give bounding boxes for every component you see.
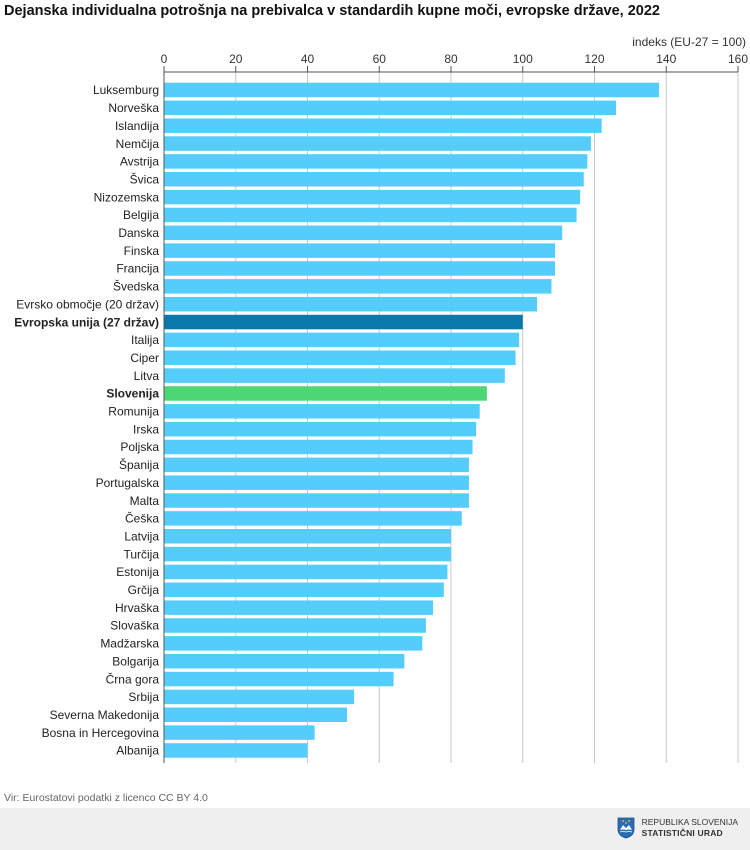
logo-line-2: STATISTIČNI URAD	[641, 828, 723, 838]
bar-chart: 0 20 40 60 80 100 120 140 160 Luksemburg Norveška I…	[14, 52, 748, 763]
bar-24	[164, 511, 462, 526]
category-label: Latvija	[124, 529, 159, 543]
bar-31	[164, 636, 423, 651]
bar-26	[164, 546, 451, 562]
bar-14	[164, 332, 520, 348]
bar-25	[164, 529, 451, 544]
category-label: Ciper	[130, 351, 159, 365]
category-label: Hrvaška	[115, 601, 159, 615]
footer: REPUBLIKA SLOVENIJA STATISTIČNI URAD	[0, 808, 750, 850]
bar-9	[164, 243, 556, 258]
bar-4	[164, 154, 588, 169]
category-label: Avstrija	[120, 155, 159, 169]
bar-11	[164, 279, 552, 294]
surs-logo: REPUBLIKA SLOVENIJA STATISTIČNI URAD	[616, 817, 738, 839]
coat-of-arms-icon	[617, 817, 635, 839]
bar-36	[164, 725, 315, 740]
category-label: Norveška	[108, 101, 159, 115]
bar-30	[164, 618, 426, 633]
category-label: Bolgarija	[112, 654, 159, 668]
bar-19	[164, 421, 477, 437]
bar-17	[164, 386, 487, 401]
bar-0	[164, 82, 660, 98]
category-label: Nizozemska	[94, 190, 160, 204]
category-label: Danska	[118, 226, 159, 240]
x-tick-label: 80	[444, 52, 458, 66]
x-tick-label: 0	[161, 52, 168, 66]
category-label: Švedska	[113, 279, 159, 294]
x-tick-label: 20	[229, 52, 243, 66]
category-label: Češka	[125, 511, 159, 526]
bar-13	[164, 314, 523, 330]
category-label: Bosna in Hercegovina	[42, 726, 160, 740]
category-label: Romunija	[108, 405, 159, 419]
bar-8	[164, 225, 563, 241]
category-label: Turčija	[123, 547, 159, 561]
logo-line-1: REPUBLIKA SLOVENIJA	[641, 817, 738, 827]
bar-27	[164, 564, 448, 580]
category-label: Finska	[124, 244, 160, 258]
category-label: Albanija	[116, 744, 159, 758]
source-note: Vir: Eurostatovi podatki z licenco CC BY…	[4, 792, 208, 804]
category-label: Litva	[134, 369, 160, 383]
bar-22	[164, 475, 469, 490]
bar-32	[164, 653, 405, 669]
bar-15	[164, 350, 516, 365]
category-label: Črna gora	[106, 671, 160, 686]
bar-6	[164, 189, 581, 205]
bar-29	[164, 600, 434, 615]
bar-16	[164, 368, 505, 383]
bar-20	[164, 439, 473, 455]
category-label: Evrsko območje (20 držav)	[16, 297, 159, 311]
category-label: Malta	[130, 494, 160, 508]
category-label: Grčija	[128, 583, 160, 597]
category-label: Luksemburg	[93, 83, 159, 97]
bar-1	[164, 100, 617, 116]
category-label: Poljska	[120, 440, 159, 454]
category-label: Švica	[130, 171, 160, 186]
category-label: Irska	[133, 422, 159, 436]
bar-23	[164, 493, 469, 508]
bar-3	[164, 136, 591, 151]
bar-10	[164, 261, 556, 276]
category-label: Evropska unija (27 držav)	[14, 315, 159, 329]
category-label: Belgija	[123, 208, 159, 222]
axis-unit-label: indeks (EU-27 = 100)	[632, 35, 746, 49]
bar-37	[164, 743, 308, 758]
x-tick-label: 120	[584, 52, 604, 66]
category-label: Islandija	[115, 119, 159, 133]
x-tick-label: 60	[373, 52, 387, 66]
bar-28	[164, 582, 444, 598]
category-label: Slovaška	[110, 619, 159, 633]
bar-18	[164, 404, 480, 419]
x-tick-label: 40	[301, 52, 315, 66]
category-label: Portugalska	[96, 476, 160, 490]
category-label: Nemčija	[116, 137, 160, 151]
category-label: Srbija	[128, 690, 159, 704]
bar-21	[164, 457, 469, 473]
category-label: Španija	[119, 457, 159, 472]
bar-5	[164, 172, 584, 187]
x-tick-label: 160	[728, 52, 748, 66]
x-tick-label: 100	[513, 52, 533, 66]
bar-34	[164, 689, 355, 705]
category-label: Slovenija	[106, 387, 159, 401]
bar-33	[164, 671, 394, 687]
bar-35	[164, 707, 347, 722]
bar-12	[164, 296, 538, 312]
category-label: Severna Makedonija	[50, 708, 160, 722]
bar-2	[164, 118, 602, 133]
category-label: Estonija	[116, 565, 159, 579]
category-label: Italija	[131, 333, 159, 347]
bar-7	[164, 207, 577, 223]
chart-title: Dejanska individualna potrošnja na prebi…	[4, 3, 660, 19]
category-label: Francija	[116, 262, 159, 276]
x-tick-label: 140	[656, 52, 676, 66]
category-label: Madžarska	[100, 637, 159, 651]
